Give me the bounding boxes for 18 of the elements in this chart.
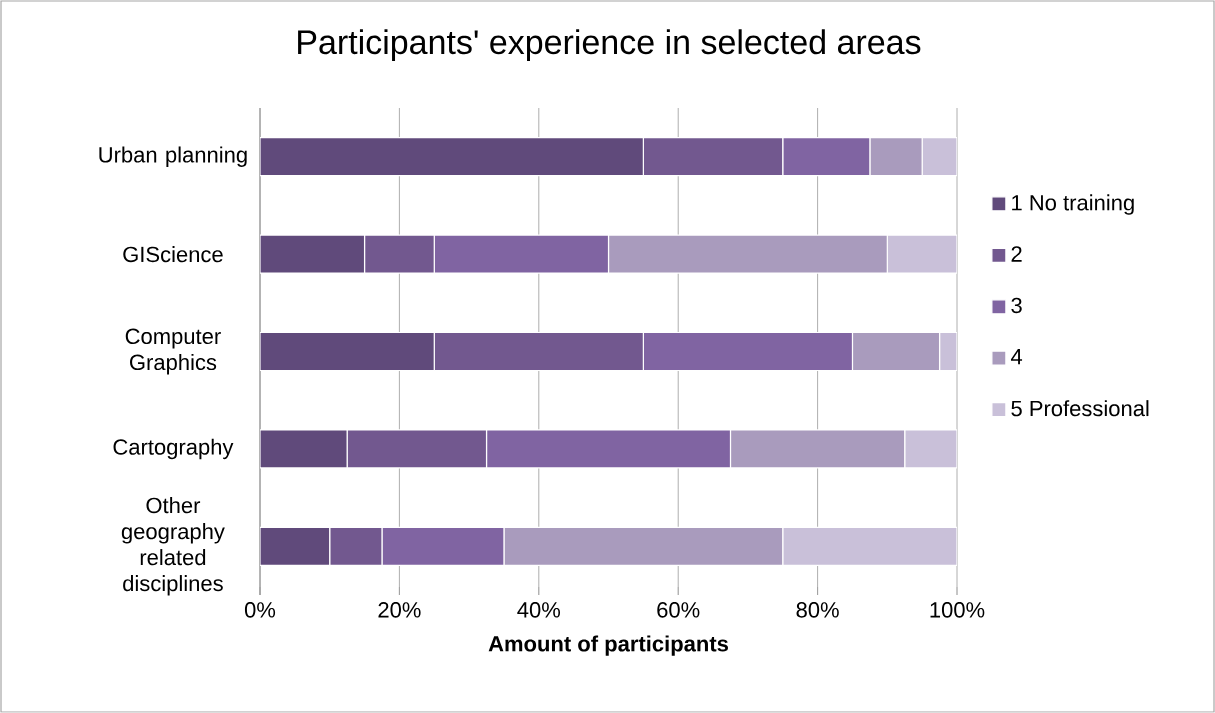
legend-label: 3 xyxy=(1011,297,1022,314)
y-tick-label: Other geography related disciplines xyxy=(121,497,225,596)
legend-label: 2 xyxy=(1011,246,1022,262)
x-tick-label: 40% xyxy=(517,602,561,618)
x-tick-label: 0% xyxy=(244,602,276,618)
x-tick-label: 20% xyxy=(378,602,421,618)
y-tick-label: Cartography xyxy=(113,438,234,460)
legend-label: 5 Professional xyxy=(1011,400,1149,417)
x-tick-label: 80% xyxy=(796,602,839,618)
x-tick-label: 100% xyxy=(930,602,985,618)
legend-label: 4 xyxy=(1010,349,1023,365)
y-tick-label: GIScience xyxy=(123,246,223,263)
x-tick-label: 60% xyxy=(657,602,700,618)
chart-title: Participants' experience in selected areas xyxy=(298,29,921,61)
y-tick-label: Urban planning xyxy=(99,146,247,167)
y-tick-label: Computer Graphics xyxy=(125,328,221,375)
legend-label: 1 No training xyxy=(1012,194,1134,215)
x-axis-title: Amount of participants xyxy=(488,635,728,656)
